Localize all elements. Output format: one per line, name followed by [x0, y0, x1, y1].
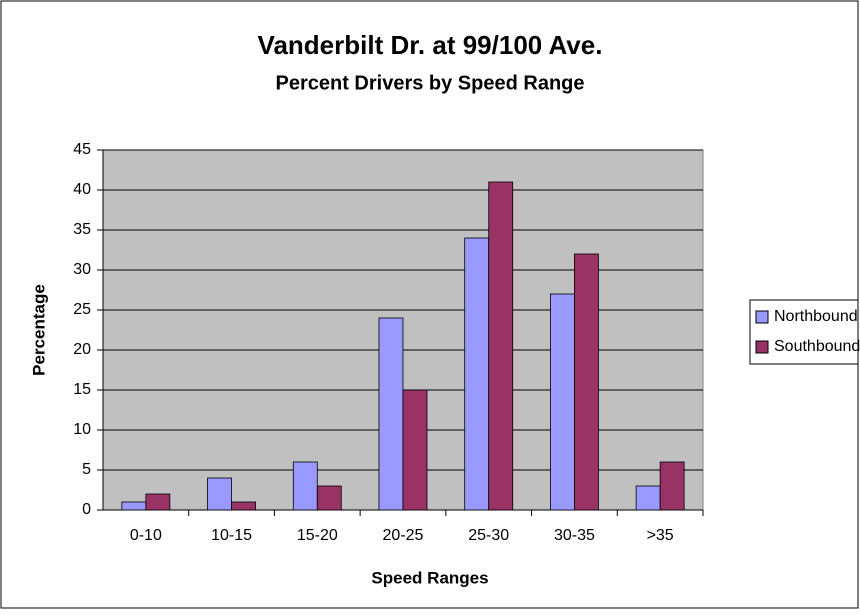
- x-tick-label: >35: [647, 527, 674, 544]
- bar: [488, 181, 514, 511]
- y-tick-label: 45: [73, 141, 91, 158]
- bar: [378, 317, 404, 511]
- x-tick-label: 10-15: [211, 527, 252, 544]
- legend-label: Southbound: [774, 338, 860, 355]
- bar: [402, 389, 428, 511]
- bar: [316, 485, 342, 511]
- y-tick-label: 20: [73, 341, 91, 358]
- y-tick-label: 30: [73, 261, 91, 278]
- y-tick-label: 15: [73, 381, 91, 398]
- chart-subtitle: Percent Drivers by Speed Range: [275, 72, 584, 94]
- bar: [231, 501, 256, 511]
- legend-swatch: [755, 340, 769, 354]
- x-tick-label: 0-10: [130, 527, 162, 544]
- x-tick-label: 20-25: [383, 527, 424, 544]
- x-tick-label: 15-20: [297, 527, 338, 544]
- bar: [207, 477, 232, 511]
- y-tick-label: 25: [73, 301, 91, 318]
- chart-title: Vanderbilt Dr. at 99/100 Ave.: [258, 30, 603, 60]
- x-axis-label: Speed Ranges: [371, 568, 488, 587]
- bar: [292, 461, 318, 511]
- x-tick-label: 25-30: [468, 527, 509, 544]
- y-axis-label: Percentage: [29, 284, 48, 376]
- y-tick-label: 0: [82, 501, 91, 518]
- bar: [574, 253, 599, 511]
- y-tick-label: 35: [73, 221, 91, 238]
- y-tick-label: 40: [73, 181, 91, 198]
- bar: [635, 485, 661, 511]
- x-tick-label: 30-35: [554, 527, 595, 544]
- y-tick-label: 10: [73, 421, 91, 438]
- legend-label: Northbound: [774, 308, 858, 325]
- bar: [464, 237, 490, 511]
- bar: [145, 493, 171, 511]
- bar: [121, 501, 147, 511]
- bar: [550, 293, 575, 511]
- bar: [659, 461, 685, 511]
- legend-swatch: [755, 310, 769, 324]
- y-tick-label: 5: [82, 461, 91, 478]
